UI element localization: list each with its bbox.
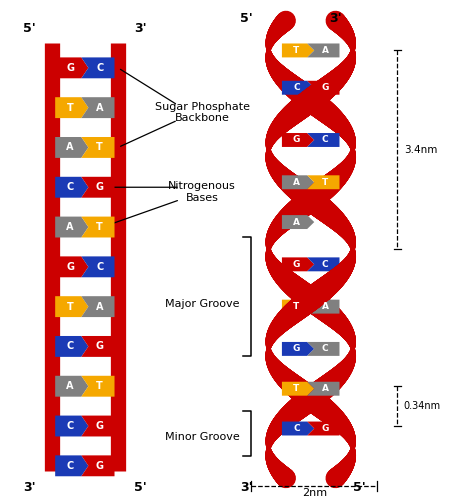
Text: 3.4nm: 3.4nm (404, 145, 437, 155)
Polygon shape (282, 133, 314, 147)
Text: 2nm: 2nm (302, 488, 327, 498)
Text: A: A (66, 142, 74, 152)
Text: G: G (96, 182, 104, 192)
Polygon shape (307, 176, 339, 189)
Text: G: G (66, 262, 74, 272)
Polygon shape (307, 81, 339, 94)
Text: 0.34nm: 0.34nm (404, 401, 441, 411)
Polygon shape (81, 336, 114, 357)
Text: C: C (322, 344, 328, 354)
Text: T: T (96, 381, 103, 391)
Polygon shape (55, 456, 88, 476)
Text: G: G (292, 136, 300, 144)
Text: G: G (96, 461, 104, 471)
Text: A: A (293, 178, 300, 187)
Text: T: T (67, 302, 73, 312)
Polygon shape (55, 416, 88, 436)
Polygon shape (282, 258, 314, 272)
Text: 3': 3' (329, 12, 342, 24)
Text: Sugar Phosphate
Backbone: Sugar Phosphate Backbone (155, 102, 250, 124)
Text: G: G (321, 84, 329, 92)
Text: A: A (66, 222, 74, 232)
Polygon shape (81, 256, 114, 278)
Polygon shape (55, 336, 88, 357)
Text: G: G (292, 344, 300, 354)
Polygon shape (81, 177, 114, 198)
Polygon shape (282, 382, 314, 396)
Text: T: T (96, 222, 103, 232)
Polygon shape (307, 342, 339, 356)
Polygon shape (55, 256, 88, 278)
Polygon shape (307, 133, 339, 147)
Text: A: A (322, 46, 328, 55)
Text: A: A (96, 102, 104, 113)
Text: 3': 3' (240, 480, 253, 494)
Text: G: G (292, 260, 300, 269)
Text: C: C (322, 136, 328, 144)
Text: C: C (67, 421, 74, 431)
Text: T: T (293, 302, 299, 311)
Polygon shape (81, 58, 114, 78)
Text: T: T (67, 102, 73, 113)
Polygon shape (55, 376, 88, 396)
Text: T: T (293, 46, 299, 55)
Text: Minor Groove: Minor Groove (165, 432, 239, 442)
Polygon shape (307, 300, 339, 314)
Polygon shape (55, 137, 88, 158)
Polygon shape (55, 97, 88, 118)
Text: C: C (96, 63, 104, 73)
Text: 3': 3' (23, 480, 36, 494)
Polygon shape (81, 456, 114, 476)
Text: C: C (293, 84, 300, 92)
Text: C: C (67, 461, 74, 471)
Polygon shape (55, 58, 88, 78)
Polygon shape (81, 416, 114, 436)
Text: G: G (96, 421, 104, 431)
Text: A: A (293, 218, 300, 226)
Text: Major Groove: Major Groove (165, 299, 239, 309)
Text: T: T (322, 178, 328, 187)
Polygon shape (282, 422, 314, 436)
Text: C: C (96, 262, 104, 272)
Polygon shape (282, 215, 314, 229)
Text: 5': 5' (134, 480, 147, 494)
Text: G: G (66, 63, 74, 73)
Text: A: A (66, 381, 74, 391)
Polygon shape (81, 296, 114, 317)
Polygon shape (307, 44, 339, 58)
Polygon shape (81, 376, 114, 396)
Text: 5': 5' (353, 480, 366, 494)
Text: G: G (96, 342, 104, 351)
Polygon shape (81, 137, 114, 158)
Text: Nitrogenous
Bases: Nitrogenous Bases (168, 182, 236, 203)
Polygon shape (81, 216, 114, 238)
Polygon shape (55, 177, 88, 198)
Polygon shape (282, 81, 314, 94)
Polygon shape (307, 422, 339, 436)
Polygon shape (282, 342, 314, 356)
Text: A: A (322, 384, 328, 393)
Text: C: C (322, 260, 328, 269)
Text: T: T (96, 142, 103, 152)
Text: 5': 5' (240, 12, 253, 24)
Polygon shape (282, 300, 314, 314)
Text: C: C (67, 182, 74, 192)
Text: G: G (321, 424, 329, 433)
Text: A: A (96, 302, 104, 312)
Text: 5': 5' (23, 22, 36, 35)
Polygon shape (55, 296, 88, 317)
Text: A: A (322, 302, 328, 311)
Polygon shape (81, 97, 114, 118)
Text: C: C (293, 424, 300, 433)
Polygon shape (307, 382, 339, 396)
Text: T: T (293, 384, 299, 393)
Polygon shape (282, 44, 314, 58)
Polygon shape (282, 176, 314, 189)
Text: C: C (67, 342, 74, 351)
Text: 3': 3' (134, 22, 147, 35)
Polygon shape (55, 216, 88, 238)
Polygon shape (307, 258, 339, 272)
